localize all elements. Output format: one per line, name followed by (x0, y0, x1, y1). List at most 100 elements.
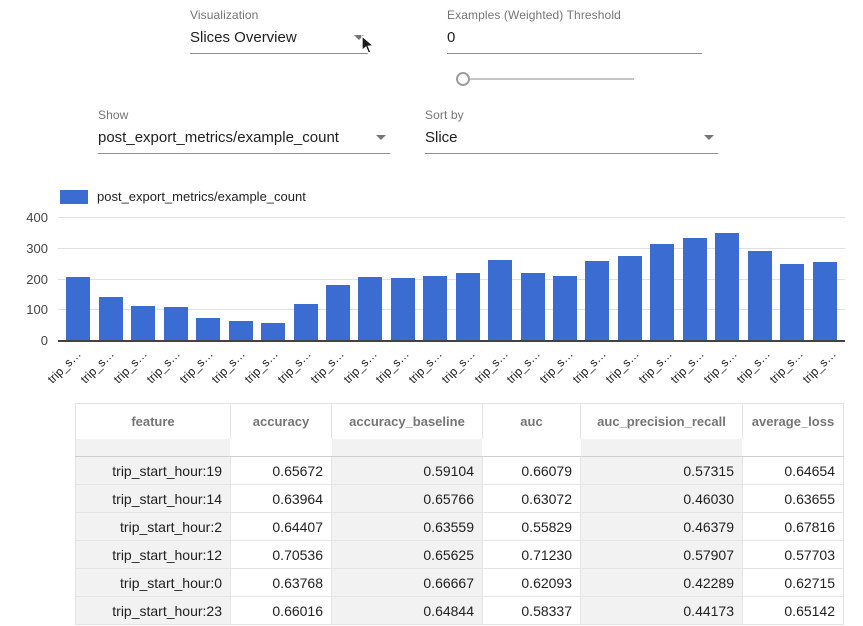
bar[interactable] (228, 320, 253, 341)
metric-cell: 0.64654 (742, 456, 844, 485)
sort-by-control: Sort by Slice (425, 108, 718, 154)
bar[interactable] (455, 272, 480, 341)
chevron-down-icon[interactable] (704, 135, 714, 140)
metric-cell: 0.64844 (331, 596, 483, 625)
examples-threshold-control: Examples (Weighted) Threshold 0 (447, 8, 702, 54)
column-header-auc_precision_recall[interactable]: auc_precision_recall (580, 403, 743, 439)
bar[interactable] (261, 323, 286, 341)
feature-cell: trip_start_hour:14 (75, 484, 231, 513)
table-row[interactable]: trip_start_hour:2 0.64407 0.63559 0.55829 0.… (75, 512, 844, 541)
metric-cell: 0.46379 (580, 512, 743, 541)
metric-cell: 0.58337 (482, 596, 581, 625)
filter-cell (742, 439, 844, 457)
column-header-accuracy_baseline[interactable]: accuracy_baseline (331, 403, 483, 439)
show-dropdown[interactable]: post_export_metrics/example_count (98, 129, 390, 154)
examples-threshold-label: Examples (Weighted) Threshold (447, 8, 621, 22)
metrics-table: feature accuracy accuracy_baseline auc auc_p… (75, 403, 844, 625)
feature-cell: trip_start_hour:12 (75, 540, 231, 569)
bar[interactable] (423, 275, 448, 341)
metric-cell: 0.65766 (331, 484, 483, 513)
feature-cell: trip_start_hour:2 (75, 512, 231, 541)
bar[interactable] (682, 237, 707, 341)
bar[interactable] (520, 273, 545, 341)
bar[interactable] (715, 232, 740, 341)
metric-cell: 0.44173 (580, 596, 743, 625)
metric-cell: 0.57907 (580, 540, 743, 569)
metric-cell: 0.66079 (482, 456, 581, 485)
sort-by-dropdown[interactable]: Slice (425, 129, 718, 154)
metric-cell: 0.64407 (230, 512, 332, 541)
bar[interactable] (585, 260, 610, 341)
bar[interactable] (131, 305, 156, 341)
examples-threshold-input[interactable]: 0 (447, 29, 702, 54)
threshold-slider-track[interactable] (462, 78, 634, 80)
bar[interactable] (66, 277, 91, 341)
table-row[interactable]: trip_start_hour:12 0.70536 0.65625 0.71230 0… (75, 540, 844, 569)
bar[interactable] (650, 244, 675, 341)
table-row[interactable]: trip_start_hour:19 0.65672 0.59104 0.66079 0… (75, 456, 844, 485)
sort-by-label: Sort by (425, 108, 464, 122)
metric-cell: 0.63964 (230, 484, 332, 513)
show-value: post_export_metrics/example_count (98, 129, 339, 146)
metric-cell: 0.63559 (331, 512, 483, 541)
gridline (58, 247, 845, 249)
metric-cell: 0.65142 (742, 596, 844, 625)
bar[interactable] (325, 285, 350, 341)
filter-cell (331, 439, 483, 457)
feature-cell: trip_start_hour:19 (75, 456, 231, 485)
table-header-row: feature accuracy accuracy_baseline auc auc_p… (75, 403, 844, 439)
filter-cell (230, 439, 332, 457)
column-header-accuracy[interactable]: accuracy (230, 403, 332, 439)
bar[interactable] (553, 276, 577, 341)
filter-cell (580, 439, 743, 457)
chevron-down-icon[interactable] (376, 135, 386, 140)
y-axis-label: 400 (26, 210, 48, 225)
metric-cell: 0.63655 (742, 484, 844, 513)
sort-by-value: Slice (425, 129, 458, 146)
metric-cell: 0.59104 (331, 456, 483, 485)
threshold-slider-handle[interactable] (456, 72, 470, 86)
metric-cell: 0.57315 (580, 456, 743, 485)
metric-cell: 0.57703 (742, 540, 844, 569)
show-control: Show post_export_metrics/example_count (98, 108, 390, 154)
chart-legend: post_export_metrics/example_count (60, 189, 306, 204)
table-row[interactable]: trip_start_hour:14 0.63964 0.65766 0.63072 0… (75, 484, 844, 513)
metric-cell: 0.63768 (230, 568, 332, 597)
visualization-value: Slices Overview (190, 29, 297, 46)
metric-cell: 0.46030 (580, 484, 743, 513)
bar[interactable] (488, 259, 513, 341)
visualization-label: Visualization (190, 8, 259, 22)
bar[interactable] (747, 250, 772, 341)
mouse-cursor (361, 35, 376, 55)
x-axis-line (58, 340, 845, 342)
table-row[interactable]: trip_start_hour:0 0.63768 0.66667 0.62093 0.… (75, 568, 844, 597)
column-header-feature[interactable]: feature (75, 403, 231, 439)
bar[interactable] (358, 277, 383, 341)
metric-cell: 0.70536 (230, 540, 332, 569)
chevron-down-icon[interactable] (354, 35, 364, 40)
bar[interactable] (780, 263, 805, 341)
visualization-dropdown[interactable]: Slices Overview (190, 29, 368, 54)
metric-cell: 0.65672 (230, 456, 332, 485)
metric-cell: 0.55829 (482, 512, 581, 541)
bar[interactable] (163, 307, 188, 341)
column-header-average_loss[interactable]: average_loss (742, 403, 844, 439)
legend-swatch (60, 189, 88, 204)
bar[interactable] (390, 278, 415, 341)
column-header-auc[interactable]: auc (482, 403, 581, 439)
bar[interactable] (812, 261, 837, 341)
table-filter-row (75, 439, 844, 457)
filter-cell (75, 439, 231, 457)
visualization-control: Visualization Slices Overview (190, 8, 368, 54)
bar[interactable] (98, 297, 123, 341)
gridline (58, 309, 845, 311)
feature-cell: trip_start_hour:0 (75, 568, 231, 597)
metric-cell: 0.62715 (742, 568, 844, 597)
metric-cell: 0.63072 (482, 484, 581, 513)
bar[interactable] (196, 317, 221, 341)
gridline (58, 278, 845, 280)
bar[interactable] (617, 255, 642, 341)
bar[interactable] (293, 304, 318, 341)
table-row[interactable]: trip_start_hour:23 0.66016 0.64844 0.58337 0… (75, 596, 844, 625)
y-axis-label: 0 (40, 333, 48, 348)
